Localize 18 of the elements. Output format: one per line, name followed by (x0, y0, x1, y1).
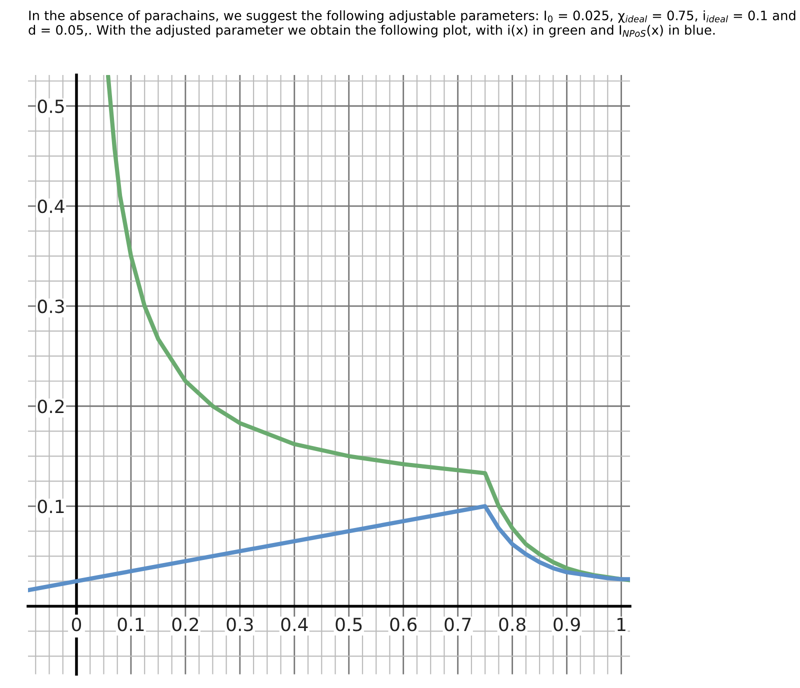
y-tick-label: 0.4 (38, 200, 64, 214)
x-tick-label: 0 (72, 618, 82, 632)
x-tick-label: 0.1 (118, 618, 144, 632)
y-tick-label: 0.1 (38, 500, 64, 514)
x-tick-label: 0.5 (336, 618, 362, 632)
x-tick-label: 0.6 (390, 618, 417, 632)
y-tick-label: 0.5 (38, 99, 64, 114)
line-series (106, 74, 630, 582)
x-tick-label: 0.9 (554, 618, 580, 632)
y-tick-label: 0.2 (38, 400, 64, 414)
x-tick-label: 0.8 (499, 618, 526, 632)
x-tick-label: 0.4 (281, 618, 308, 632)
chart-title: In the absence of parachains, we suggest the following adjustable parameters: I$_{0}$ = 0.025, χ$_{ideal}$ = 0.75, i$_{ideal}$ = 0.1 and d = 0.05,. With the adjusted parameter we obtain the following plot, with i(x) in green and I$_{NPoS}$(x) in blue. (28, 10, 796, 38)
y-tick-label: 0.3 (38, 300, 64, 314)
x-tick-label: 1 (618, 618, 626, 632)
x-tick-label: 0.2 (172, 618, 198, 632)
x-tick-label: 0.3 (226, 618, 253, 632)
x-tick-label: 0.7 (444, 618, 471, 632)
